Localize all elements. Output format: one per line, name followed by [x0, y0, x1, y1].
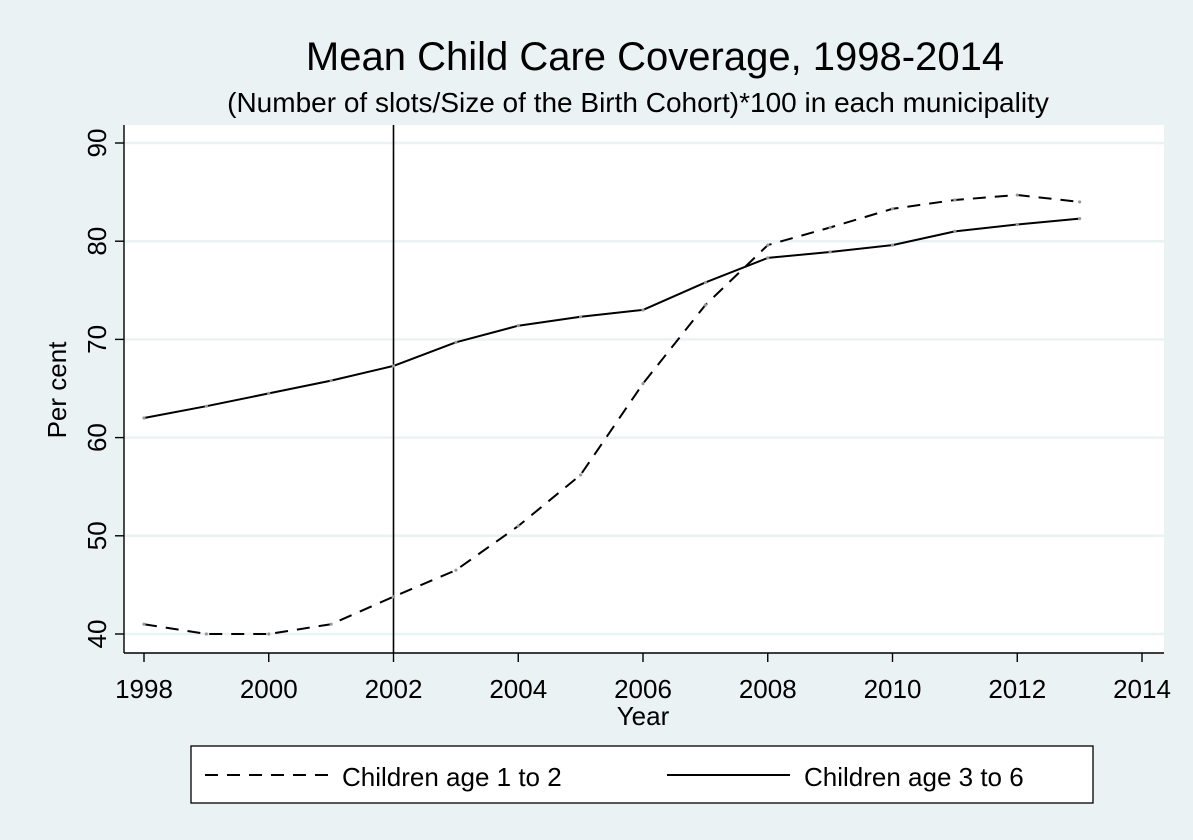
x-axis-label: Year — [617, 701, 670, 731]
series-line-0 — [143, 194, 1080, 635]
series-1-point-2010 — [890, 243, 895, 247]
legend-label-age-1-2: Children age 1 to 2 — [342, 762, 562, 792]
y-tick-label-80: 80 — [82, 227, 112, 256]
series-1-point-1999 — [204, 404, 208, 408]
x-tick-label-2010: 2010 — [864, 674, 922, 704]
series-line-1 — [143, 217, 1080, 419]
series-1-point-2003 — [454, 340, 458, 344]
x-tick-label-2008: 2008 — [739, 674, 797, 704]
tick-labels: 40 50 60 70 80 90 1998 2000 2002 2004 2006 2008 2010… — [82, 129, 1171, 704]
x-tick-label-2002: 2002 — [365, 674, 423, 704]
series-0-point-2002 — [391, 595, 396, 599]
series-0-point-2005 — [579, 473, 583, 477]
series-0-point-1998 — [142, 622, 146, 626]
series-1-point-2009 — [828, 250, 832, 254]
axes — [115, 125, 1164, 662]
legend-label-age-3-6: Children age 3 to 6 — [804, 762, 1024, 792]
series-group — [142, 193, 1082, 636]
series-0-point-2012 — [1015, 193, 1019, 197]
legend: Children age 1 to 2 Children age 3 to 6 — [190, 745, 1094, 804]
chart-subtitle: (Number of slots/Size of the Birth Cohor… — [227, 87, 1049, 118]
series-1-point-2006 — [641, 308, 645, 312]
series-1-point-2005 — [579, 315, 583, 319]
x-tick-label-2012: 2012 — [988, 674, 1046, 704]
series-0-point-2004 — [516, 524, 520, 528]
x-tick-label-1998: 1998 — [115, 674, 173, 704]
y-axis-label: Per cent — [42, 341, 72, 439]
x-tick-label-2014: 2014 — [1113, 674, 1171, 704]
plot-area — [124, 125, 1164, 653]
series-1-point-2000 — [267, 391, 271, 396]
series-0-point-2009 — [828, 225, 832, 230]
y-tick-label-90: 90 — [82, 129, 112, 158]
series-0-point-2006 — [641, 381, 645, 386]
x-tick-label-2004: 2004 — [489, 674, 547, 704]
y-tick-label-70: 70 — [82, 325, 112, 354]
series-0-point-2011 — [953, 198, 957, 202]
series-0-point-2003 — [454, 568, 458, 572]
series-1-point-2011 — [953, 229, 957, 233]
y-tick-label-60: 60 — [82, 423, 112, 452]
series-0-point-2013 — [1078, 200, 1082, 204]
series-1-point-2004 — [516, 324, 520, 328]
series-1-point-2002 — [391, 364, 396, 368]
series-1-point-2012 — [1015, 222, 1019, 227]
series-1-point-2013 — [1078, 217, 1082, 221]
y-tick-label-50: 50 — [82, 521, 112, 550]
x-tick-label-2000: 2000 — [240, 674, 298, 704]
series-1-point-2007 — [703, 280, 707, 285]
series-0-point-1999 — [204, 632, 208, 636]
series-1-point-2008 — [766, 256, 770, 260]
series-0-point-2001 — [329, 622, 333, 626]
legend-box — [190, 745, 1094, 804]
series-0-point-2010 — [890, 207, 895, 211]
series-1-point-1998 — [142, 416, 146, 420]
gridlines — [124, 141, 1164, 636]
series-0-point-2008 — [766, 243, 770, 247]
series-0-point-2000 — [267, 632, 271, 636]
series-1-point-2001 — [329, 379, 333, 383]
chart-title: Mean Child Care Coverage, 1998-2014 — [306, 35, 1004, 79]
series-0-point-2007 — [703, 303, 707, 307]
y-tick-label-40: 40 — [82, 620, 112, 649]
x-tick-label-2006: 2006 — [614, 674, 672, 704]
